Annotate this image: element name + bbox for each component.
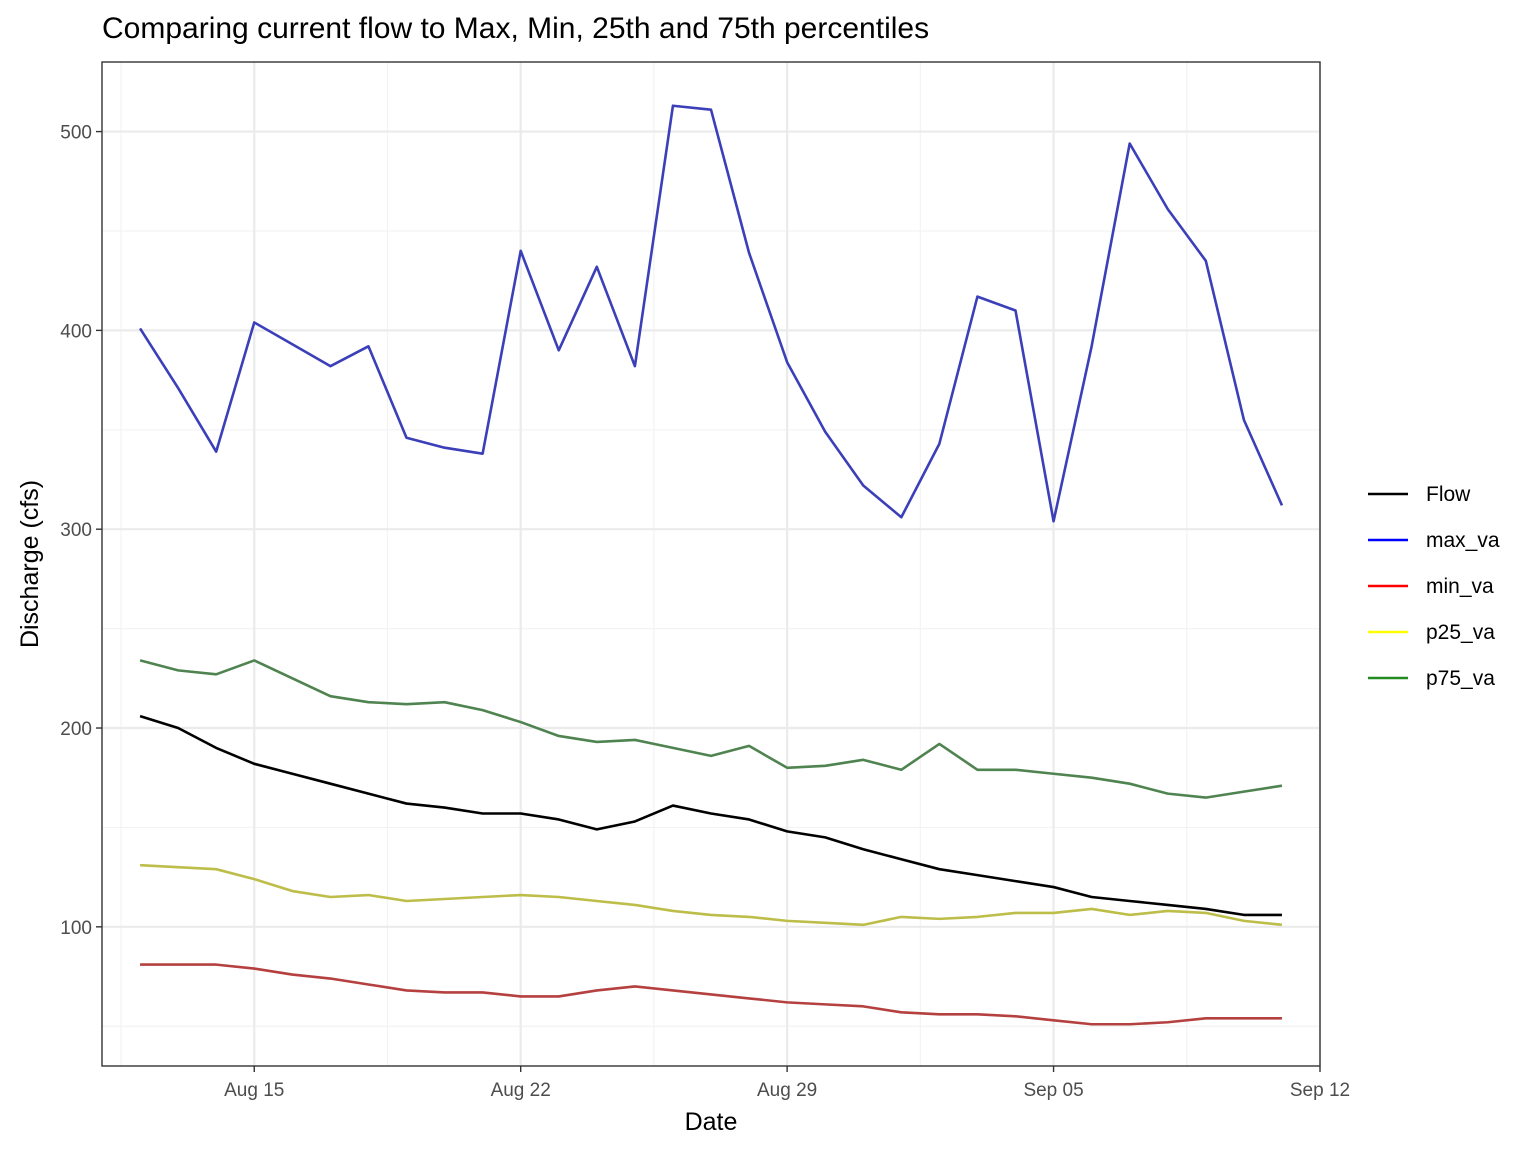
- y-tick-label: 100: [60, 918, 92, 939]
- x-tick-label: Aug 15: [224, 1080, 284, 1101]
- legend-label: p75_va: [1426, 667, 1495, 690]
- major-gridlines: [102, 62, 1322, 1066]
- x-tick-label: Sep 12: [1290, 1080, 1350, 1101]
- y-axis-title: Discharge (cfs): [16, 480, 44, 648]
- x-tick-label: Aug 22: [491, 1080, 551, 1101]
- legend-item-p75-va: p75_va: [1368, 667, 1495, 690]
- legend-label: max_va: [1426, 529, 1500, 552]
- legend-item-flow: Flow: [1368, 483, 1471, 506]
- legend: Flow max_va min_va p25_va p75_va: [1368, 483, 1500, 690]
- x-axis-ticks: Aug 15 Aug 22 Aug 29 Sep 05 Sep 12: [224, 1066, 1350, 1101]
- x-axis-title: Date: [685, 1108, 738, 1136]
- series-line-max-va: [138, 104, 1284, 523]
- legend-item-max-va: max_va: [1368, 529, 1500, 552]
- legend-label: p25_va: [1426, 621, 1495, 644]
- y-tick-label: 500: [60, 123, 92, 144]
- legend-item-min-va: min_va: [1368, 575, 1494, 598]
- series-line-p25-va: [139, 863, 1283, 927]
- y-axis-ticks: 100 200 300 400 500: [60, 123, 102, 939]
- series-line-min-va: [140, 963, 1282, 1026]
- y-tick-label: 200: [60, 719, 92, 740]
- panel-border: [101, 61, 1321, 1067]
- x-tick-label: Sep 05: [1023, 1080, 1083, 1101]
- x-tick-label: Aug 29: [757, 1080, 817, 1101]
- legend-label: Flow: [1426, 483, 1471, 506]
- y-tick-label: 300: [60, 520, 92, 541]
- series-line-flow: [139, 714, 1282, 917]
- legend-item-p25-va: p25_va: [1368, 621, 1495, 644]
- series-lines: [138, 104, 1284, 1026]
- y-tick-label: 400: [60, 321, 92, 342]
- series-line-p75-va: [139, 659, 1283, 799]
- chart-title: Comparing current flow to Max, Min, 25th…: [102, 12, 929, 45]
- legend-label: min_va: [1426, 575, 1494, 598]
